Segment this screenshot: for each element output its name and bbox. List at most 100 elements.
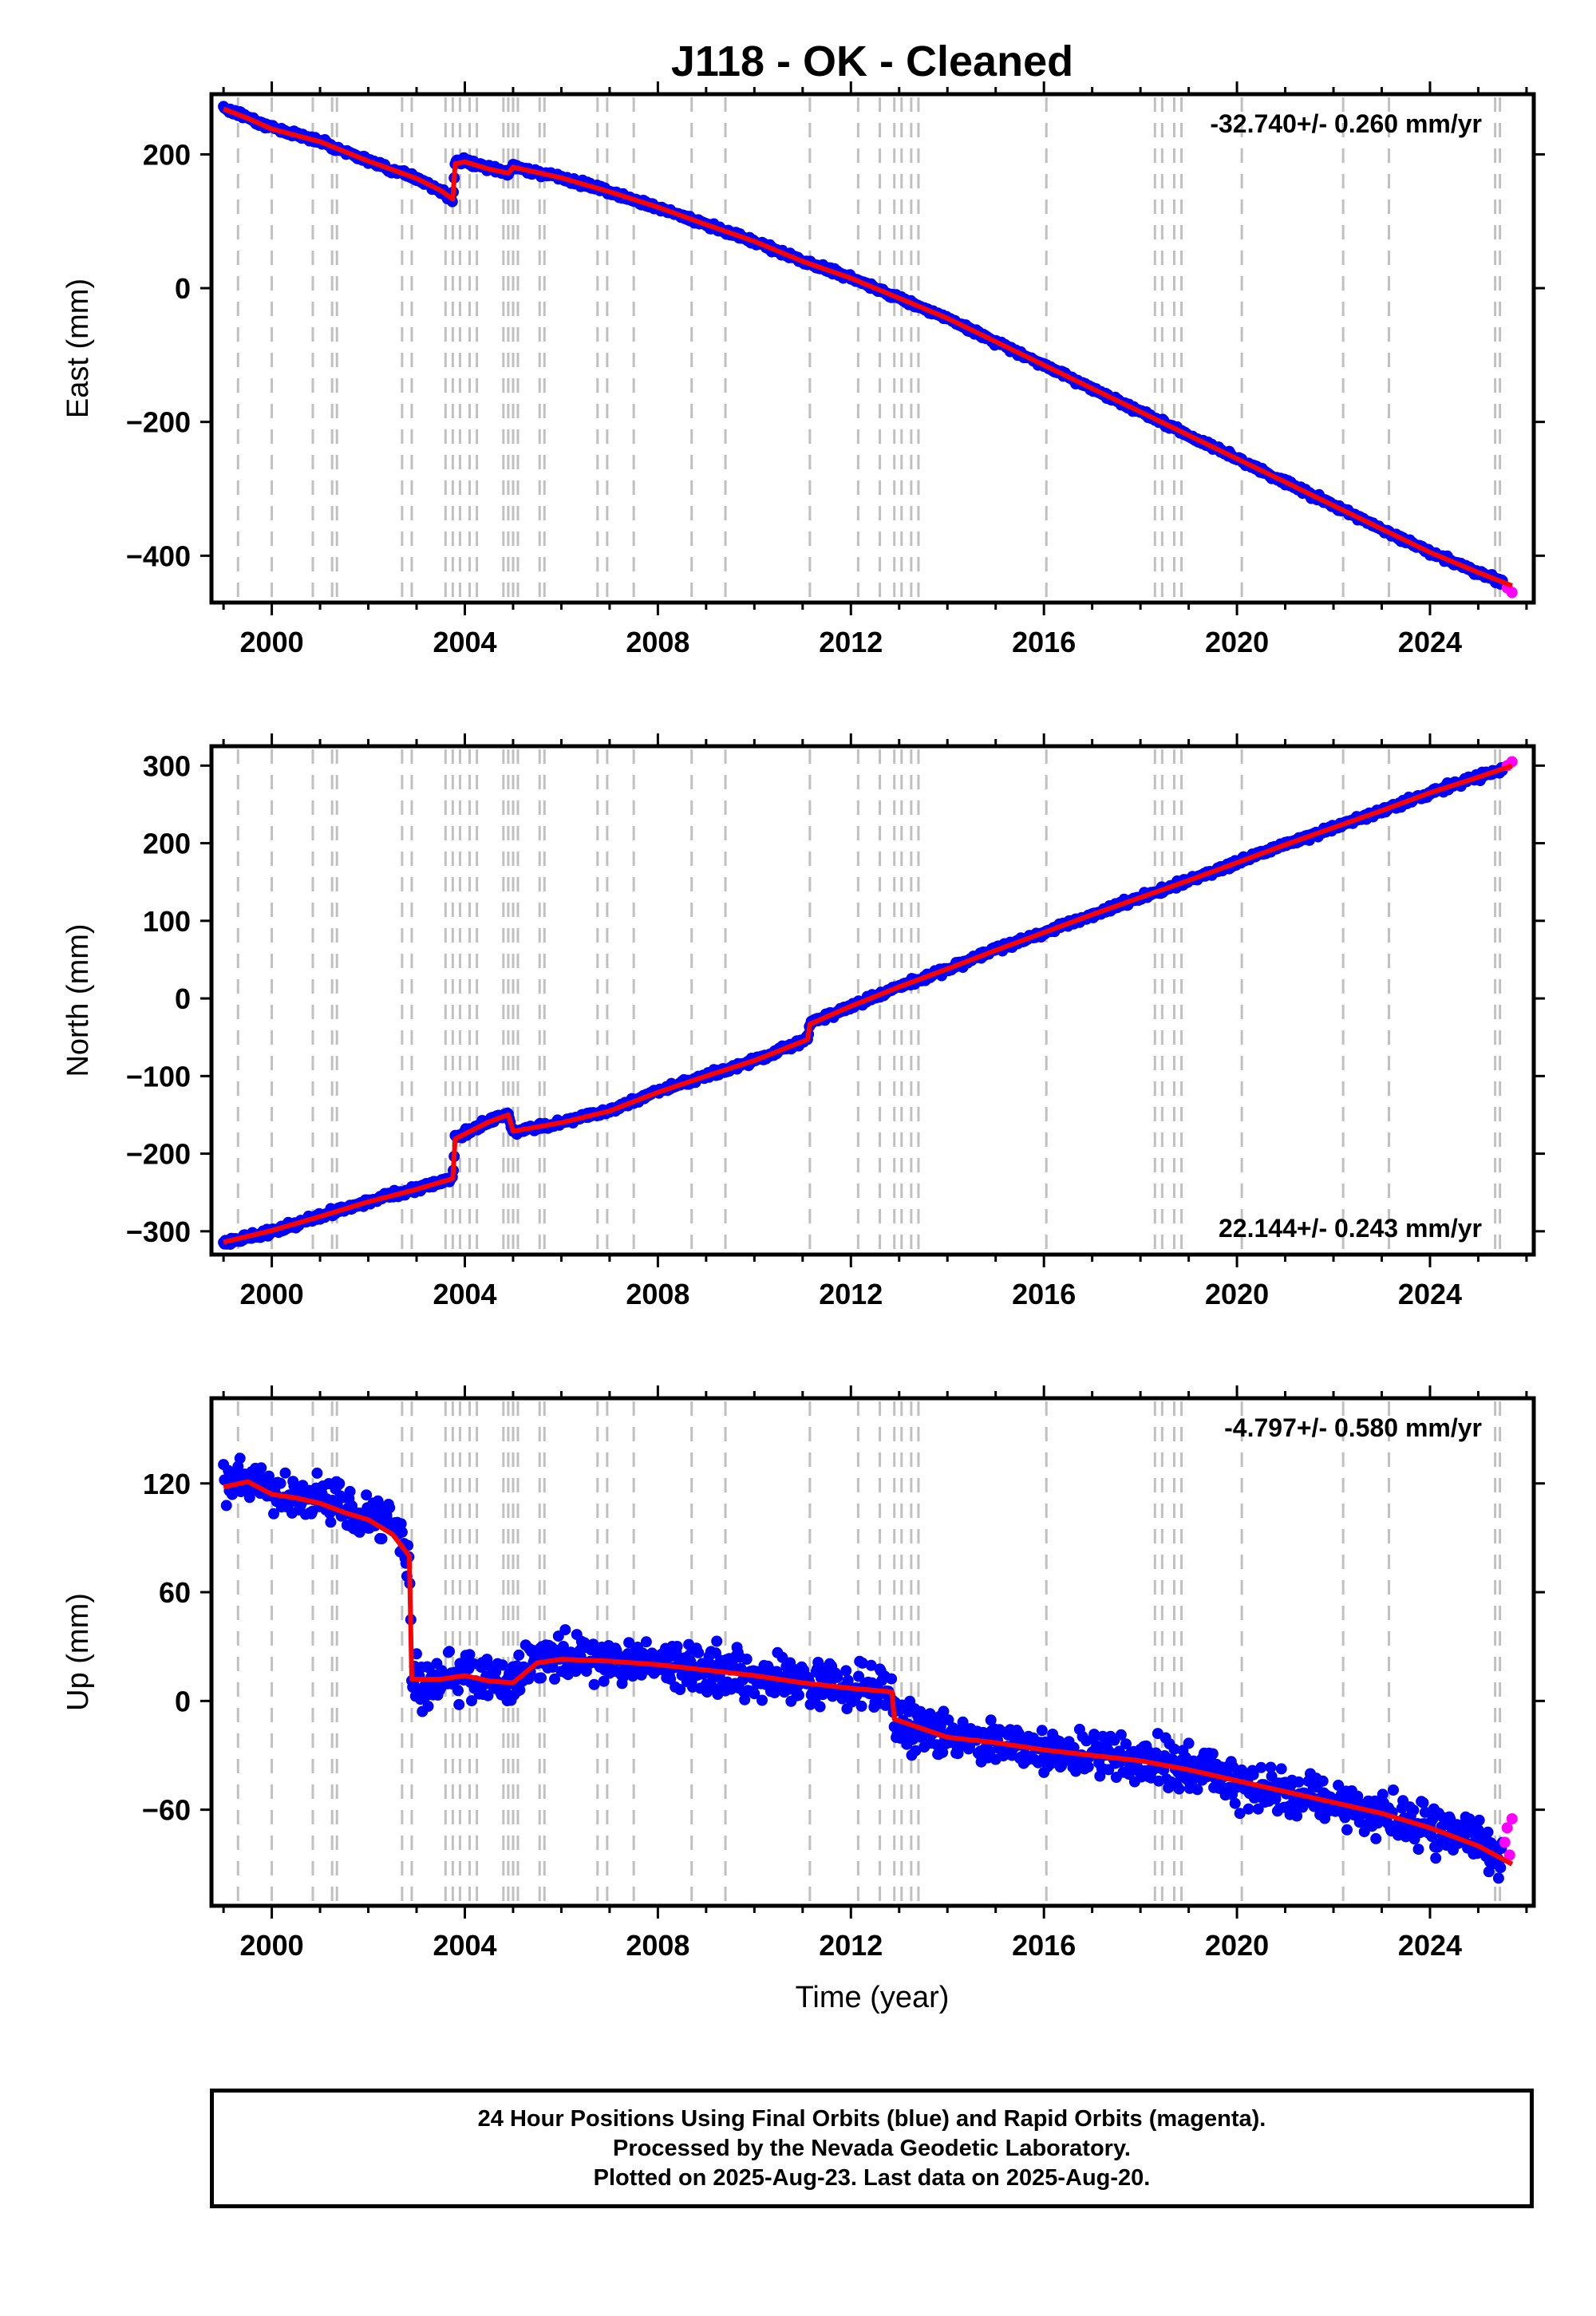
y-tick-label: −60 — [142, 1794, 191, 1827]
rapid-orbit-point — [1499, 1836, 1511, 1848]
data-point — [1234, 1808, 1246, 1820]
data-point — [354, 1526, 365, 1538]
data-point — [1270, 1793, 1282, 1804]
data-point — [1082, 1761, 1094, 1773]
data-point — [1419, 1806, 1431, 1818]
x-axis-label: Time (year) — [796, 1981, 950, 2014]
data-point — [915, 1705, 926, 1717]
y-axis-label: North (mm) — [61, 923, 95, 1077]
data-point — [1412, 1844, 1424, 1856]
rate-label: -4.797+/- 0.580 mm/yr — [1224, 1413, 1482, 1442]
data-point — [640, 1636, 652, 1648]
data-point — [1068, 1741, 1080, 1753]
data-point — [557, 1641, 569, 1652]
y-tick-label: −100 — [126, 1060, 191, 1093]
data-point — [1370, 1832, 1382, 1844]
x-tick-label: 2008 — [626, 1278, 689, 1310]
data-point — [268, 1508, 279, 1520]
x-tick-label: 2012 — [819, 1929, 883, 1962]
up-panel: −60 0 60 120 2000 2004 2008 2012 2016 2020 2024 Up … — [61, 1385, 1545, 1962]
y-tick-label: 0 — [175, 1685, 191, 1717]
x-tick-label: 2004 — [433, 1929, 496, 1962]
data-point — [768, 1687, 780, 1698]
data-point — [1291, 1810, 1303, 1822]
data-point — [1473, 1814, 1485, 1826]
x-tick-label: 2016 — [1012, 1278, 1076, 1310]
data-point — [1317, 1775, 1329, 1787]
x-tick-label: 2012 — [819, 626, 883, 658]
data-point — [1036, 1725, 1048, 1737]
data-point — [1495, 1862, 1507, 1874]
model-fit-line — [223, 1479, 1514, 1867]
data-point — [513, 1649, 525, 1661]
data-point — [942, 1714, 954, 1726]
footer-line-3: Plotted on 2025-Aug-23. Last data on 202… — [593, 2164, 1151, 2191]
data-point — [311, 1467, 323, 1479]
data-point — [598, 1675, 610, 1687]
data-point — [1183, 1737, 1195, 1749]
data-point — [384, 1502, 396, 1514]
data-point — [466, 1695, 477, 1707]
data-point — [361, 1489, 373, 1501]
data-point — [444, 1646, 456, 1658]
data-point — [855, 1700, 867, 1712]
data-point — [1482, 1826, 1494, 1838]
data-point — [1275, 1763, 1287, 1775]
data-point — [840, 1665, 852, 1677]
x-tick-label: 2012 — [819, 1278, 883, 1310]
y-tick-label: 200 — [143, 138, 191, 171]
data-point — [910, 1745, 922, 1757]
y-tick-label: 100 — [143, 905, 191, 938]
footer-line-2: Processed by the Nevada Geodetic Laborat… — [613, 2135, 1131, 2161]
plot-frame — [209, 92, 1536, 605]
data-point — [325, 1516, 337, 1528]
y-tick-label: 200 — [143, 828, 191, 860]
data-point — [275, 1477, 286, 1489]
data-point — [1341, 1824, 1353, 1836]
y-tick-label: 0 — [175, 272, 191, 305]
data-point — [395, 1518, 407, 1530]
data-point — [1123, 1769, 1135, 1780]
x-tick-label: 2016 — [1012, 626, 1076, 658]
data-point — [832, 1671, 843, 1683]
data-point — [535, 1672, 547, 1684]
data-point — [1388, 1784, 1399, 1796]
model-fit-line — [223, 763, 1513, 1245]
data-point — [1265, 1761, 1277, 1773]
rapid-orbit-point — [1506, 1812, 1518, 1824]
rapid-orbit-point — [1501, 1822, 1513, 1834]
data-point — [674, 1684, 686, 1695]
data-point — [396, 1526, 408, 1538]
data-point — [255, 1462, 267, 1474]
data-point — [711, 1635, 723, 1647]
footer-line-1: 24 Hour Positions Using Final Orbits (bl… — [477, 2105, 1266, 2132]
y-tick-label: 300 — [143, 749, 191, 782]
data-point — [1293, 1776, 1305, 1788]
x-tick-label: 2004 — [433, 1278, 496, 1310]
data-point — [1242, 1803, 1254, 1815]
processing-info-box: 24 Hour Positions Using Final Orbits (bl… — [210, 2089, 1534, 2208]
data-point — [1408, 1804, 1420, 1816]
data-point — [623, 1637, 635, 1649]
y-tick-label: 0 — [175, 982, 191, 1015]
data-point — [749, 1688, 760, 1700]
data-point — [1247, 1769, 1259, 1780]
data-point — [938, 1705, 950, 1717]
data-point — [588, 1678, 600, 1690]
data-point — [1229, 1797, 1241, 1809]
x-tick-label: 2024 — [1398, 1278, 1462, 1310]
y-axis-label: Up (mm) — [61, 1593, 95, 1711]
y-tick-label: 120 — [143, 1468, 191, 1500]
x-tick-label: 2020 — [1205, 1278, 1269, 1310]
data-point — [1207, 1748, 1219, 1760]
y-axis-label: East (mm) — [61, 279, 95, 418]
data-point — [693, 1646, 705, 1658]
x-tick-label: 2016 — [1012, 1929, 1076, 1962]
x-tick-label: 2008 — [626, 1929, 689, 1962]
x-tick-label: 2008 — [626, 626, 689, 658]
data-point — [279, 1467, 291, 1479]
x-tick-label: 2000 — [240, 1929, 304, 1962]
x-tick-label: 2000 — [240, 626, 304, 658]
plot-frame — [209, 1396, 1536, 1908]
east-panel: −400 −200 0 200 2000 2004 2008 2012 2016 2020 2024… — [61, 81, 1545, 658]
